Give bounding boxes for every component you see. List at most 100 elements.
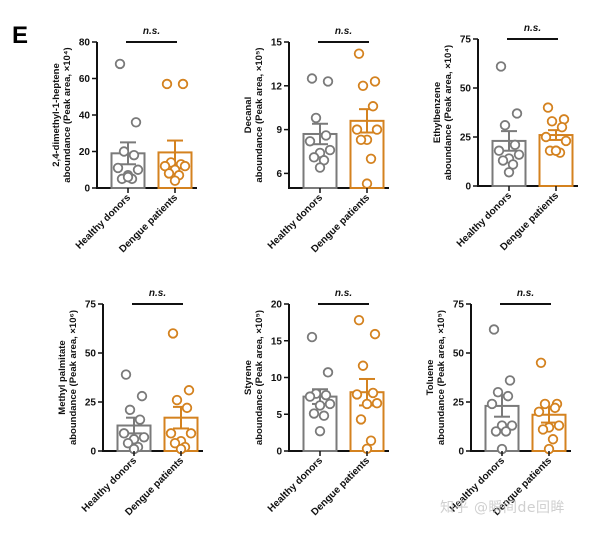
data-point bbox=[306, 73, 318, 84]
y-tick-label: 0 bbox=[276, 447, 282, 458]
data-point bbox=[351, 389, 363, 400]
panel-2: 6 9 12 15 Decanal abоundance (Peak area, ×10⁵… bbox=[243, 26, 389, 255]
y-tick-label: 80 bbox=[79, 38, 91, 49]
data-point bbox=[497, 155, 509, 166]
data-point bbox=[353, 314, 365, 326]
panel-1: 0 20 40 60 80 2,4-dimethyl-1-heptene abоundanc… bbox=[51, 26, 197, 255]
data-point bbox=[163, 168, 175, 179]
data-point bbox=[542, 102, 554, 113]
data-point bbox=[493, 145, 505, 156]
data-point bbox=[495, 61, 507, 72]
data-point bbox=[369, 76, 381, 87]
data-point bbox=[537, 424, 549, 435]
y-tick-label: 10 bbox=[271, 373, 283, 384]
y-tick-label: 40 bbox=[79, 111, 91, 122]
y-tick-label: 20 bbox=[79, 147, 91, 158]
data-point bbox=[324, 144, 336, 156]
data-point bbox=[507, 159, 519, 170]
data-point bbox=[546, 116, 558, 127]
data-point bbox=[320, 130, 332, 141]
data-point bbox=[357, 80, 369, 92]
y-axis-label-line1: Methyl palmitate bbox=[57, 340, 68, 414]
significance-label: n.s. bbox=[149, 288, 166, 299]
data-point bbox=[183, 385, 195, 396]
data-point bbox=[134, 414, 146, 425]
data-point bbox=[161, 78, 173, 90]
data-point bbox=[355, 134, 367, 146]
data-point bbox=[118, 146, 130, 157]
data-point bbox=[504, 375, 516, 386]
data-point bbox=[367, 387, 379, 399]
data-point bbox=[533, 406, 545, 418]
data-point bbox=[540, 131, 552, 143]
data-point bbox=[165, 428, 177, 439]
y-tick-label: 60 bbox=[79, 74, 91, 85]
data-point bbox=[169, 175, 181, 186]
data-point bbox=[355, 414, 367, 425]
data-point bbox=[499, 120, 511, 131]
y-tick-label: 75 bbox=[460, 35, 472, 46]
y-tick-label: 75 bbox=[453, 300, 465, 311]
data-point bbox=[120, 369, 132, 380]
data-point bbox=[122, 437, 134, 449]
data-point bbox=[304, 391, 316, 402]
panel-3: 0 25 50 75 Ethylbenzene abоundance (Peak area… bbox=[432, 23, 578, 253]
y-tick-label: 15 bbox=[271, 336, 283, 347]
data-point bbox=[171, 394, 183, 406]
y-tick-label: 0 bbox=[84, 184, 90, 195]
data-point bbox=[490, 426, 502, 437]
data-point bbox=[179, 160, 191, 172]
data-point bbox=[371, 398, 383, 409]
data-point bbox=[547, 434, 559, 445]
data-point bbox=[322, 76, 334, 87]
y-tick-label: 25 bbox=[460, 133, 472, 144]
panel-5: 0 5 10 15 20 Styrene abоundance (Peak area, ×1… bbox=[243, 288, 389, 518]
data-point bbox=[357, 360, 369, 371]
significance-label: n.s. bbox=[335, 26, 352, 37]
y-axis-label-line1: Decanal bbox=[243, 97, 254, 133]
y-tick-label: 9 bbox=[276, 125, 282, 136]
data-point bbox=[560, 135, 572, 147]
data-point bbox=[130, 117, 142, 128]
data-point bbox=[365, 435, 377, 446]
y-tick-label: 0 bbox=[90, 447, 96, 458]
y-tick-label: 5 bbox=[276, 410, 282, 421]
data-point bbox=[539, 398, 551, 410]
y-tick-label: 12 bbox=[271, 81, 283, 92]
y-axis-label-line2: abоundance (Peak area, ×10⁴) bbox=[443, 45, 454, 180]
data-point bbox=[118, 428, 130, 439]
data-point bbox=[492, 387, 504, 398]
data-point bbox=[310, 112, 322, 124]
watermark: 知乎 @瞬间de回眸 bbox=[440, 500, 565, 516]
panel-letter: E bbox=[12, 22, 29, 49]
y-axis-label-line2: abоundance (Peak area, ×10⁵) bbox=[254, 310, 265, 445]
data-point bbox=[308, 152, 320, 163]
data-point bbox=[132, 164, 144, 175]
y-axis-label-line1: Ethylbenzene bbox=[432, 82, 443, 143]
data-point bbox=[361, 398, 373, 410]
data-point bbox=[167, 328, 179, 339]
y-tick-label: 0 bbox=[465, 182, 471, 193]
data-point bbox=[556, 121, 568, 133]
data-point bbox=[365, 153, 377, 165]
significance-label: n.s. bbox=[524, 23, 541, 34]
y-axis-label-line2: abоundance (Peak area, ×10⁵) bbox=[436, 310, 447, 445]
data-point bbox=[138, 432, 150, 443]
data-point bbox=[322, 367, 334, 378]
data-point bbox=[503, 167, 515, 178]
panel-6: 0 25 50 75 Toluene abоundance (Peak area, ×10… bbox=[425, 288, 571, 518]
y-tick-label: 50 bbox=[460, 84, 472, 95]
y-tick-label: 50 bbox=[453, 349, 465, 360]
data-point bbox=[169, 437, 181, 449]
y-tick-label: 75 bbox=[85, 300, 97, 311]
data-point bbox=[353, 48, 365, 59]
significance-label: n.s. bbox=[335, 288, 352, 299]
y-tick-label: 50 bbox=[85, 349, 97, 360]
y-axis-label-line1: Styrene bbox=[243, 360, 254, 395]
y-axis-label-line1: Toluene bbox=[425, 360, 436, 396]
data-point bbox=[488, 324, 500, 335]
data-point bbox=[549, 402, 561, 414]
y-axis-label-line2: abоundance (Peak area, ×10⁴) bbox=[62, 47, 73, 182]
y-tick-label: 15 bbox=[271, 38, 283, 49]
